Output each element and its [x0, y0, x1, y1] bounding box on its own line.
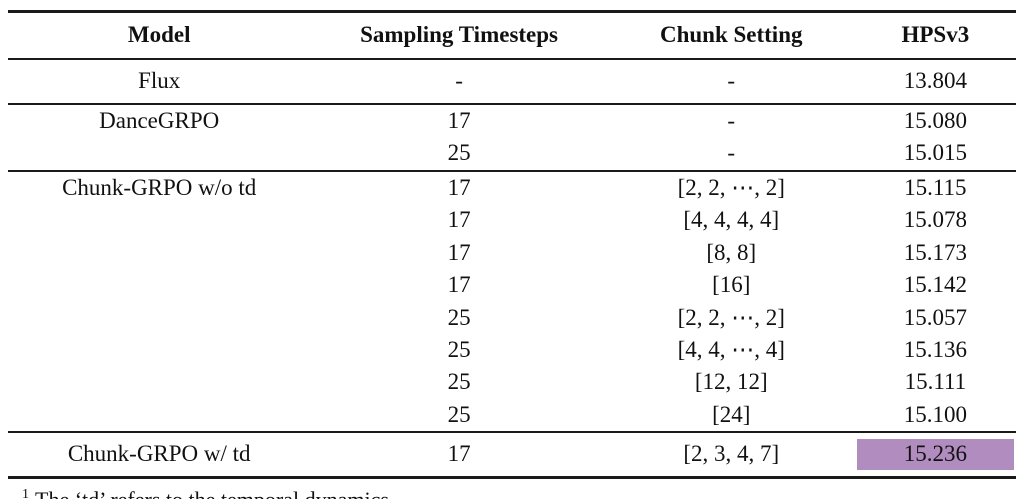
table-row: 25 - 15.015 — [8, 137, 1016, 170]
cell-timesteps: 25 — [447, 304, 471, 330]
cell-model — [8, 302, 310, 334]
cell-hpsv3: 15.136 — [903, 336, 967, 362]
table-row: DanceGRPO 17 - 15.080 — [8, 102, 1016, 138]
cell-chunk: [4, 4, 4, 4] — [683, 207, 780, 233]
cell-chunk: - — [727, 140, 736, 166]
cell-timesteps: 17 — [310, 102, 608, 138]
best-score-highlight: 15.236 — [856, 438, 1014, 471]
cell-hpsv3: 15.111 — [904, 369, 967, 395]
table-row: 17 [4, 4, 4, 4] 15.078 — [8, 204, 1016, 236]
cell-model — [8, 237, 310, 269]
table-row: 25 [4, 4, ⋯, 4] 15.136 — [8, 334, 1016, 366]
cell-timesteps: 17 — [310, 431, 608, 479]
cell-timesteps: 17 — [447, 207, 471, 233]
cell-chunk: - — [607, 58, 855, 104]
table-row: 17 [16] 15.142 — [8, 269, 1016, 301]
cell-chunk: [2, 3, 4, 7] — [607, 431, 855, 479]
cell-timesteps: 25 — [447, 401, 471, 427]
table-row: 25 [12, 12] 15.111 — [8, 366, 1016, 398]
table-row: 25 [2, 2, ⋯, 2] 15.057 — [8, 302, 1016, 334]
cell-hpsv3: 13.804 — [854, 58, 1016, 104]
cell-chunk: [2, 2, ⋯, 2] — [607, 169, 855, 205]
results-table: Model Sampling Timesteps Chunk Setting H… — [8, 10, 1016, 479]
cell-hpsv3: 15.080 — [854, 102, 1016, 138]
cell-model: Chunk-GRPO w/ td — [8, 431, 311, 479]
footnote-text: The ‘td’ refers to the temporal dynamics… — [35, 487, 394, 499]
cell-timesteps: 17 — [447, 272, 471, 298]
cell-hpsv3: 15.015 — [903, 140, 967, 166]
cell-model: Chunk-GRPO w/o td — [8, 169, 311, 205]
cell-hpsv3: 15.173 — [903, 239, 967, 265]
cell-chunk: [24] — [712, 401, 751, 427]
cell-timesteps: 25 — [447, 369, 471, 395]
cell-chunk: [8, 8] — [706, 239, 757, 265]
cell-model — [8, 269, 310, 301]
cell-timesteps: 25 — [447, 336, 471, 362]
cell-model — [8, 137, 310, 170]
cell-chunk: [16] — [712, 272, 751, 298]
cell-hpsv3: 15.100 — [903, 401, 967, 427]
column-header-chunk: Chunk Setting — [607, 10, 855, 60]
table-footnote: 1 The ‘td’ refers to the temporal dynamic… — [22, 486, 1024, 499]
column-header-hpsv3: HPSv3 — [854, 10, 1016, 60]
table-row: Flux - - 13.804 — [8, 58, 1016, 104]
column-header-model: Model — [8, 10, 311, 60]
table-row: 17 [8, 8] 15.173 — [8, 237, 1016, 269]
cell-timesteps: - — [310, 58, 608, 104]
cell-chunk: - — [607, 102, 855, 138]
cell-model — [8, 366, 310, 398]
cell-chunk: [12, 12] — [694, 369, 768, 395]
cell-hpsv3: 15.078 — [903, 207, 967, 233]
footnote-marker: 1 — [22, 487, 29, 499]
cell-hpsv3: 15.115 — [854, 169, 1016, 205]
cell-hpsv3: 15.142 — [903, 272, 967, 298]
cell-timesteps: 17 — [447, 239, 471, 265]
table-row: Chunk-GRPO w/o td 17 [2, 2, ⋯, 2] 15.115 — [8, 169, 1016, 205]
table-row-highlighted: Chunk-GRPO w/ td 17 [2, 3, 4, 7] 15.236 — [8, 431, 1016, 479]
cell-hpsv3-highlighted: 15.236 — [854, 431, 1016, 479]
header-row: Model Sampling Timesteps Chunk Setting H… — [8, 10, 1016, 60]
cell-timesteps: 25 — [447, 140, 471, 166]
column-header-timesteps: Sampling Timesteps — [310, 10, 608, 60]
cell-model — [8, 399, 310, 432]
table-row: 25 [24] 15.100 — [8, 399, 1016, 432]
cell-timesteps: 17 — [310, 169, 608, 205]
cell-hpsv3: 15.057 — [903, 304, 967, 330]
cell-model: Flux — [8, 58, 311, 104]
cell-model: DanceGRPO — [8, 102, 311, 138]
cell-chunk: [4, 4, ⋯, 4] — [677, 336, 785, 362]
cell-model — [8, 204, 310, 236]
cell-model — [8, 334, 310, 366]
cell-chunk: [2, 2, ⋯, 2] — [677, 304, 785, 330]
